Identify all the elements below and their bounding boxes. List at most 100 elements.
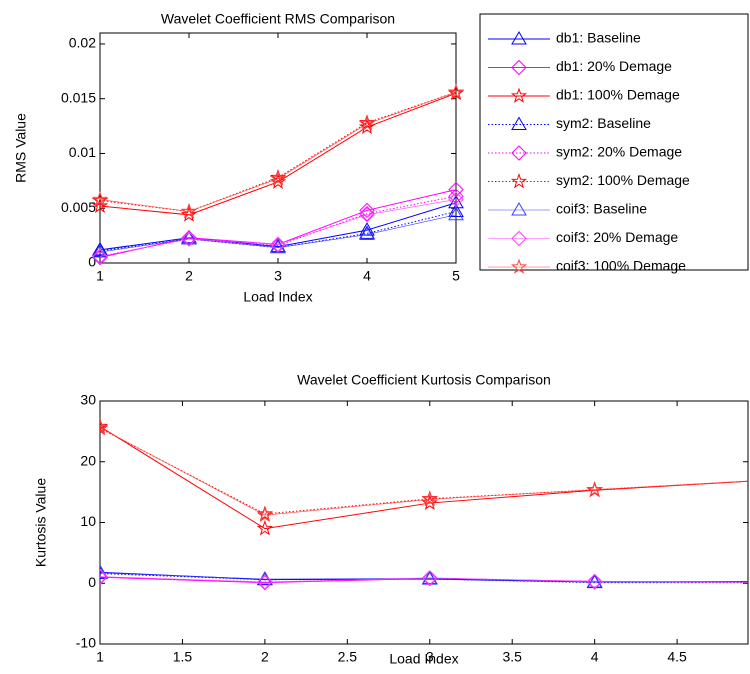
x-axis-label: Load Index	[389, 651, 458, 667]
legend-label: db1: Baseline	[556, 30, 641, 46]
data-point	[92, 244, 108, 258]
data-point	[359, 225, 375, 239]
x-axis-label: Load Index	[243, 289, 312, 305]
series-line	[100, 572, 748, 583]
legend-marker	[511, 116, 527, 130]
legend-marker	[510, 172, 528, 189]
data-point	[256, 505, 273, 521]
y-tick-label: 0	[88, 254, 96, 270]
data-point	[358, 115, 376, 131]
data-point	[92, 248, 108, 265]
legend-marker	[511, 59, 527, 76]
data-point	[91, 190, 109, 207]
data-point	[359, 222, 375, 236]
data-point	[447, 83, 465, 100]
x-tick-label: 1.5	[173, 649, 193, 665]
data-point	[181, 230, 197, 246]
series-line	[99, 199, 457, 257]
data-point	[359, 207, 375, 223]
legend-label: coif3: 100% Demage	[556, 258, 686, 274]
data-point	[181, 229, 197, 244]
series-line	[99, 202, 457, 251]
y-tick-label: 0.02	[69, 35, 96, 51]
data-point	[100, 419, 109, 436]
data-point	[180, 206, 198, 222]
series-layer	[100, 417, 748, 591]
y-axis-label: RMS Value	[13, 113, 29, 183]
x-tick-label: 4.5	[667, 649, 687, 665]
data-point	[422, 570, 438, 586]
legend-label: coif3: Baseline	[556, 201, 647, 217]
legend-box	[479, 13, 749, 271]
series-line	[99, 91, 457, 212]
y-tick-label: 10	[80, 513, 96, 529]
data-point	[359, 206, 375, 222]
y-tick-label: 30	[80, 392, 96, 408]
data-point	[100, 417, 109, 434]
y-tick-label: 0.015	[61, 89, 96, 105]
y-tick-label: 0.01	[69, 144, 96, 160]
plot-area	[99, 32, 457, 264]
data-point	[448, 188, 464, 204]
legend-marker	[511, 145, 527, 161]
data-point	[448, 206, 464, 221]
data-point	[100, 568, 108, 585]
data-point	[91, 197, 109, 213]
data-point	[257, 574, 273, 590]
x-tick-label: 3	[426, 649, 434, 665]
data-point	[92, 241, 108, 256]
plot-area	[99, 400, 749, 645]
y-tick-label: 20	[80, 452, 96, 468]
data-point	[100, 564, 108, 579]
chart-title: Wavelet Coefficient RMS Comparison	[161, 11, 395, 27]
x-tick-label: 1	[96, 649, 104, 665]
legend-label: db1: 20% Demage	[556, 58, 672, 74]
axes: Wavelet Coefficient RMS Comparison Load I…	[13, 11, 465, 305]
x-tick-label: 4	[591, 649, 599, 665]
series-line	[99, 214, 457, 253]
data-point	[256, 506, 273, 523]
chart-title: Wavelet Coefficient Kurtosis Comparison	[297, 372, 551, 388]
y-tick-label: 0	[88, 574, 96, 590]
data-point	[270, 239, 286, 254]
legend-label: coif3: 20% Demage	[556, 229, 678, 245]
legend-marker	[510, 87, 528, 103]
series-layer	[91, 83, 465, 266]
series-line	[100, 576, 748, 583]
data-point	[586, 481, 603, 497]
y-tick-label: 0.005	[61, 199, 96, 215]
legend-marker	[511, 202, 527, 216]
x-tick-label: 2	[261, 649, 269, 665]
data-point	[421, 490, 438, 507]
series-line	[100, 427, 748, 516]
legend-marker	[510, 258, 528, 274]
y-axis-label: Kurtosis Value	[33, 478, 49, 567]
legend-label: db1: 100% Demage	[556, 87, 680, 103]
data-point	[358, 114, 376, 130]
data-point	[448, 191, 464, 208]
data-point	[359, 202, 375, 219]
legend-label: sym2: 100% Demage	[556, 172, 690, 188]
data-point	[586, 573, 603, 590]
x-tick-label: 2.5	[338, 649, 358, 665]
data-point	[181, 230, 197, 245]
legend-marker	[511, 230, 527, 247]
data-point	[421, 570, 438, 584]
data-point	[586, 574, 603, 588]
x-tick-label: 2	[185, 268, 193, 284]
x-tick-label: 1	[96, 268, 104, 284]
data-point	[269, 170, 287, 186]
x-tick-label: 4	[363, 268, 371, 284]
data-point	[180, 202, 198, 219]
data-point	[421, 490, 438, 506]
data-point	[358, 118, 376, 135]
x-tick-label: 3.5	[502, 649, 522, 665]
legend-label: sym2: 20% Demage	[556, 144, 682, 160]
data-point	[270, 236, 286, 253]
data-point	[421, 494, 438, 510]
data-point	[100, 419, 109, 435]
axes: Wavelet Coefficient Kurtosis Comparison L…	[33, 372, 749, 667]
x-tick-label: 3	[274, 268, 282, 284]
y-tick-label: -10	[76, 635, 96, 651]
